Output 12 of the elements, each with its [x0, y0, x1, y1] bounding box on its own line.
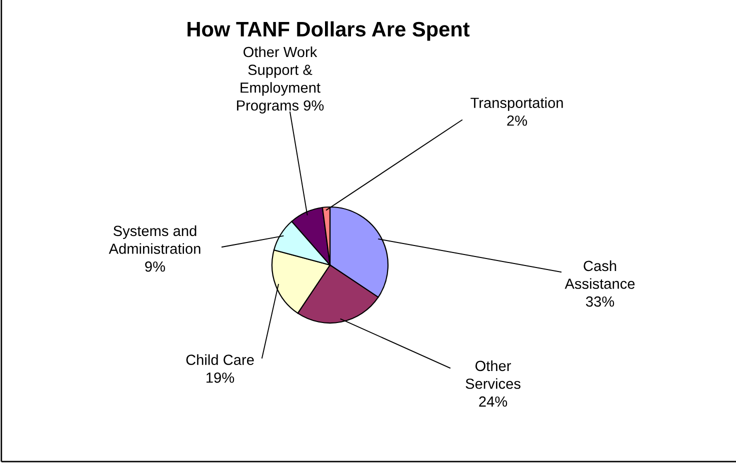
slice-label: Cash Assistance: [564, 260, 635, 289]
slice-label: Transportation: [470, 97, 563, 111]
data-label: 2%: [507, 116, 528, 126]
data-label: 19%: [206, 372, 234, 383]
chart-title: How TANF Dollars Are Spent: [188, 21, 470, 41]
data-label: 9%: [145, 261, 166, 272]
data-label: 24%: [479, 396, 508, 407]
slice-label: Other Services: [466, 360, 520, 389]
slice-label: Child Care: [186, 354, 254, 366]
data-label: 33%: [586, 296, 614, 307]
legend-label: Systems and Administration: [108, 225, 200, 254]
slice-label: Other Work Support & Employment Programs 9%: [237, 46, 324, 114]
